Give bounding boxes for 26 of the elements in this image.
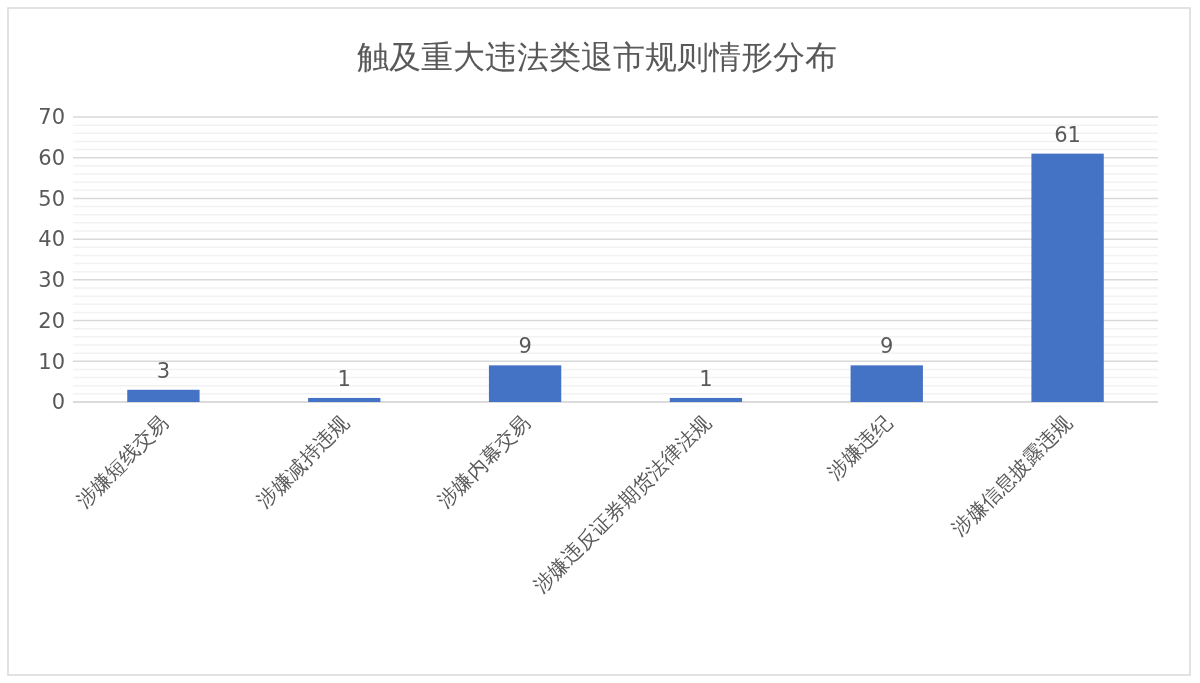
- x-tick-label: 涉嫌内幕交易: [432, 410, 535, 513]
- y-tick-label: 70: [38, 105, 65, 130]
- chart-title: 触及重大违法类退市规则情形分布: [357, 38, 837, 76]
- y-tick-label: 0: [51, 390, 65, 415]
- bar: [1031, 153, 1104, 402]
- bar: [488, 365, 562, 402]
- data-label: 9: [518, 334, 532, 359]
- y-tick-label: 50: [38, 186, 65, 211]
- x-tick-label: 涉嫌违纪: [822, 410, 897, 485]
- bar: [850, 365, 923, 402]
- bar: [127, 389, 200, 402]
- y-tick-label: 20: [38, 308, 65, 333]
- y-tick-label: 10: [38, 349, 65, 374]
- bar: [308, 397, 381, 402]
- data-label: 3: [156, 358, 171, 383]
- x-tick-label: 涉嫌减持违规: [251, 410, 354, 513]
- x-tick-label: 涉嫌信息披露违规: [947, 410, 1078, 541]
- bar: [669, 397, 743, 402]
- y-tick-label: 40: [38, 227, 65, 252]
- y-tick-label: 30: [38, 268, 65, 293]
- y-tick-label: 60: [38, 146, 65, 171]
- x-tick-label: 涉嫌短线交易: [71, 410, 173, 513]
- data-label: 1: [337, 366, 351, 391]
- data-label: 9: [880, 334, 894, 359]
- data-label: 61: [1054, 122, 1081, 147]
- data-label: 1: [699, 366, 713, 391]
